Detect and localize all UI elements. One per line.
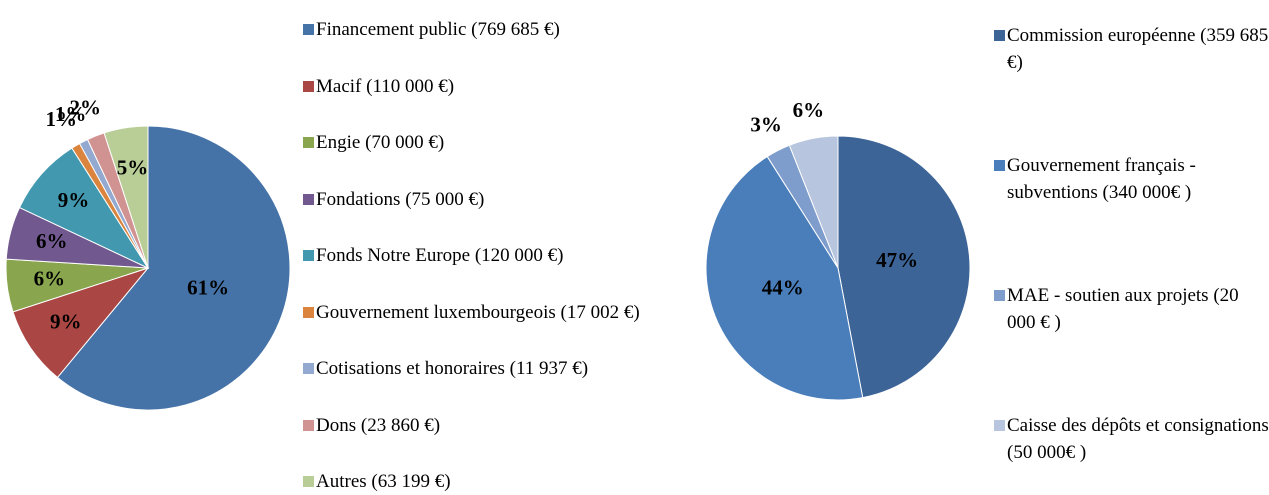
legend-item: Gouvernement français - subventions (340…	[994, 152, 1269, 206]
legend-label: Cotisations et honoraires (11 937 €)	[316, 358, 589, 379]
legend-swatch	[303, 193, 314, 205]
pie-slice	[18, 147, 150, 270]
legend-label: Caisse des dépôts et consignations (50 0…	[1007, 415, 1269, 463]
legend-item: MAE - soutien aux projets (20 000 € )	[994, 282, 1269, 336]
legend-label: Gouvernement luxembourgeois (17 002 €)	[316, 301, 640, 323]
legend-swatch	[994, 290, 1005, 301]
legend-swatch	[303, 476, 314, 487]
legend-swatch	[303, 363, 314, 374]
legend-swatch	[303, 80, 314, 92]
legend-swatch	[303, 306, 314, 318]
legend-swatch	[303, 250, 314, 261]
legend-item: Autres (63 199 €)	[303, 468, 648, 495]
data-label: 6%	[36, 229, 68, 253]
data-label: 9%	[50, 310, 82, 334]
legend-item: Fonds Notre Europe (120 000 €)	[303, 242, 648, 269]
legend-item: Fondations (75 000 €)	[303, 186, 648, 213]
legend-label: Autres (63 199 €)	[316, 471, 451, 492]
legend-swatch	[303, 137, 314, 148]
data-label: 6%	[793, 98, 825, 122]
pie-slice	[788, 135, 839, 269]
legend-item: Cotisations et honoraires (11 937 €)	[303, 355, 648, 382]
legend-swatch	[994, 160, 1005, 171]
data-label: 1%	[46, 107, 78, 131]
legend-swatch	[303, 24, 314, 35]
data-label: 5%	[117, 156, 149, 180]
legend-label: Dons (23 860 €)	[316, 414, 441, 436]
legend-item: Commission européenne (359 685 €)	[994, 22, 1269, 76]
data-label: 2%	[70, 95, 102, 119]
pie-slice	[837, 135, 971, 399]
legend-label: Commission européenne (359 685 €)	[1007, 25, 1269, 73]
legend-item: Gouvernement luxembourgeois (17 002 €)	[303, 299, 648, 326]
legend-label: Engie (70 000 €)	[316, 132, 445, 153]
legend-item: Dons (23 860 €)	[303, 412, 648, 439]
data-label: 9%	[58, 188, 90, 212]
data-label: 47%	[876, 248, 918, 272]
data-label: 6%	[34, 266, 66, 290]
legend-item: Macif (110 000 €)	[303, 73, 648, 100]
pie-slice	[103, 125, 149, 269]
legend-label: MAE - soutien aux projets (20 000 € )	[1007, 285, 1239, 333]
legend-swatch	[994, 420, 1005, 431]
legend-label: Gouvernement français - subventions (340…	[1007, 155, 1196, 203]
legend-label: Financement public (769 685 €)	[316, 19, 560, 40]
data-label: 61%	[187, 275, 229, 299]
data-label: 1%	[55, 102, 87, 126]
legend-item: Engie (70 000 €)	[303, 129, 648, 156]
pie-slice	[12, 266, 150, 379]
legend-label: Fondations (75 000 €)	[316, 188, 485, 210]
legend-item: Caisse des dépôts et consignations (50 0…	[994, 412, 1269, 466]
legend-swatch	[303, 419, 314, 431]
legend-label: Fonds Notre Europe (120 000 €)	[316, 245, 564, 266]
legend-item: Financement public (769 685 €)	[303, 16, 648, 43]
data-label: 3%	[750, 113, 782, 137]
legend-label: Macif (110 000 €)	[316, 75, 455, 97]
pie-slice	[56, 125, 291, 411]
data-label: 44%	[762, 276, 804, 300]
pie-slice	[705, 155, 864, 401]
legend-swatch	[994, 30, 1005, 41]
